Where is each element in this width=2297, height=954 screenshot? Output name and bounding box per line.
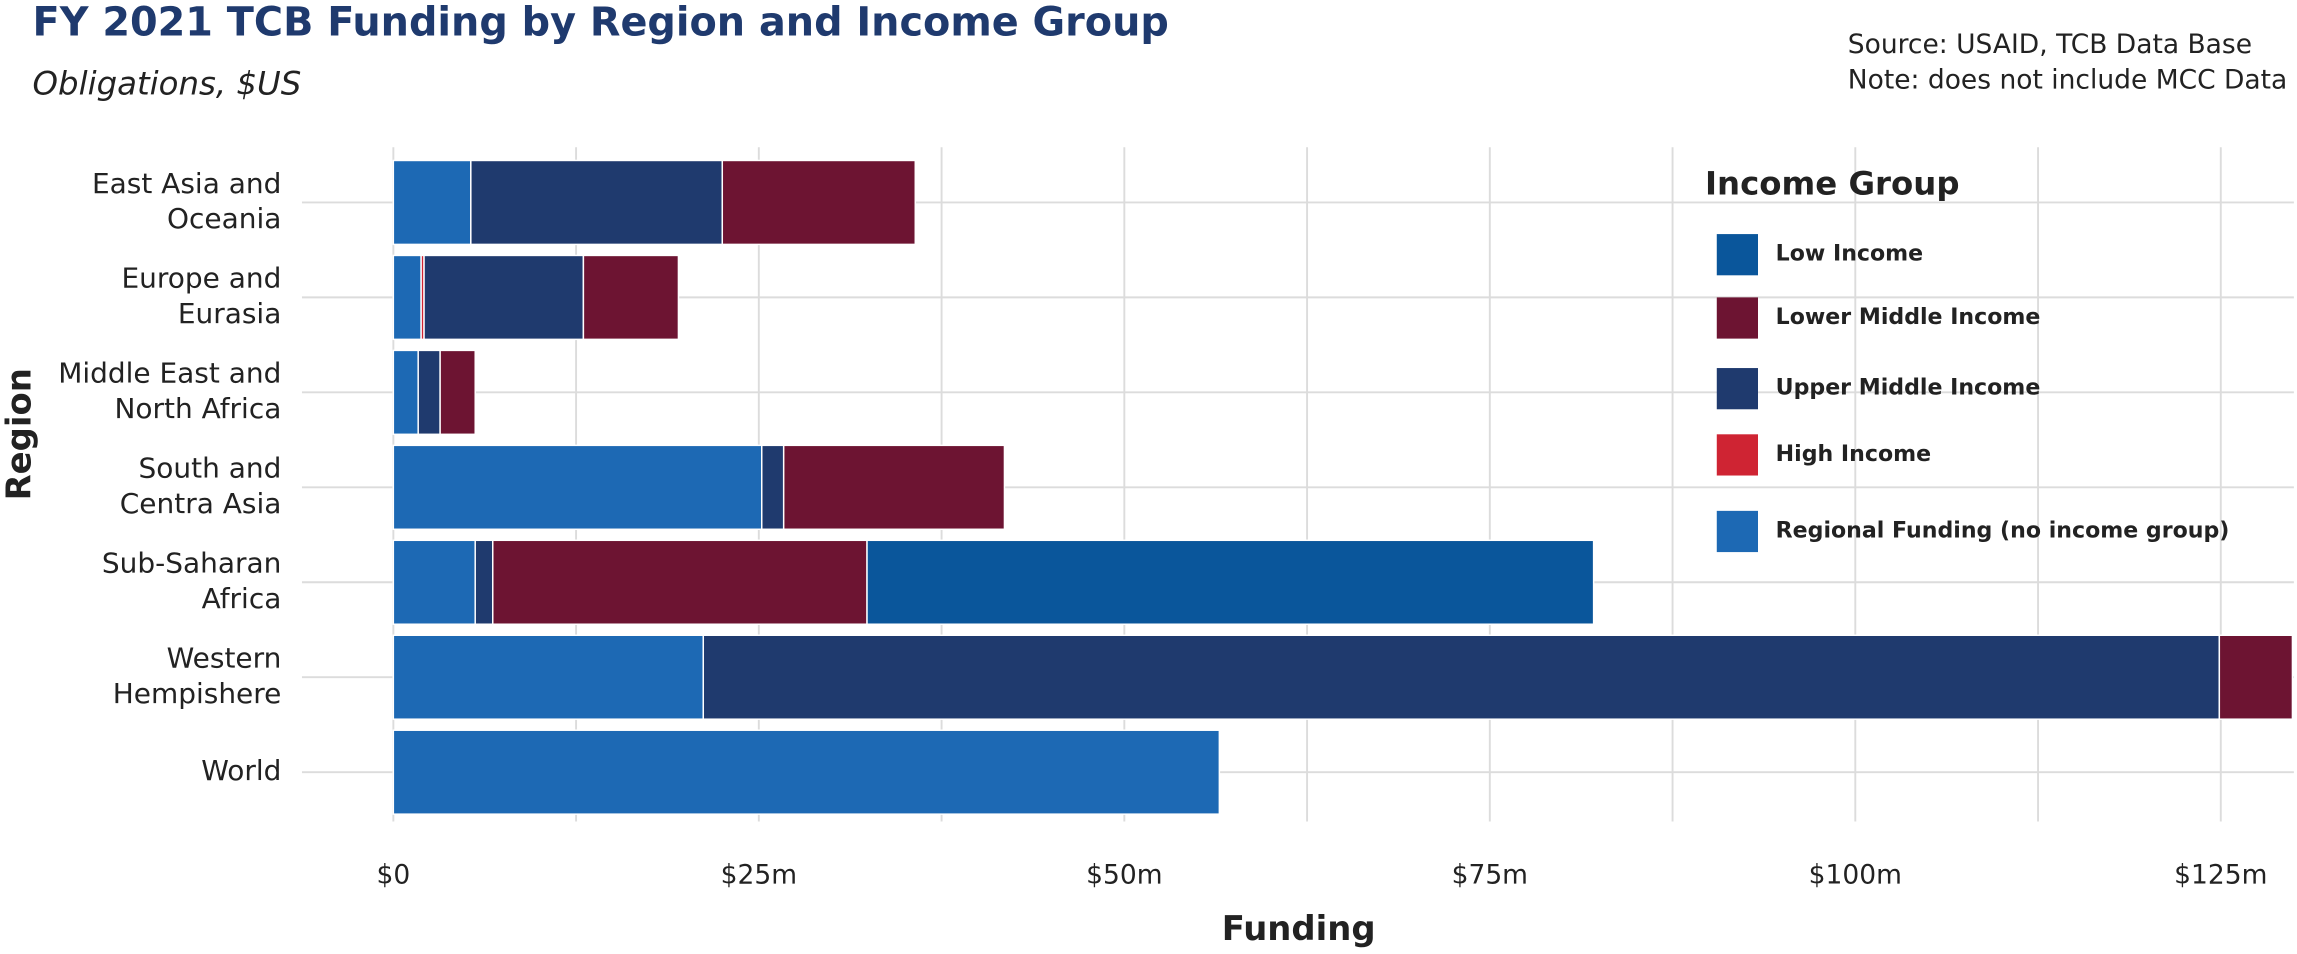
legend-label: Regional Funding (no income group) bbox=[1776, 518, 2230, 543]
bar-segment bbox=[582, 254, 680, 341]
bar-segment bbox=[392, 634, 705, 720]
legend-title: Income Group bbox=[1705, 165, 1960, 203]
legend-swatch bbox=[1716, 234, 1758, 276]
bar-segment bbox=[392, 444, 763, 530]
y-axis-label: Region bbox=[0, 368, 38, 500]
bar-segment bbox=[392, 159, 472, 246]
bar-segment bbox=[470, 159, 724, 246]
x-tick-label: $25m bbox=[721, 859, 797, 890]
bar-segment bbox=[721, 159, 916, 246]
bar-segment bbox=[423, 254, 585, 341]
bar-segment bbox=[866, 539, 1595, 625]
y-tick-label: East Asia and bbox=[92, 167, 281, 200]
bar-segment bbox=[392, 349, 419, 436]
y-tick-label: World bbox=[201, 754, 281, 787]
y-tick-label: Oceania bbox=[167, 202, 281, 235]
chart-subtitle: Obligations, $US bbox=[33, 64, 302, 102]
bar-segment bbox=[474, 539, 494, 625]
bar-segment bbox=[2218, 634, 2294, 720]
y-tick-label: Hempishere bbox=[113, 677, 282, 710]
x-axis-label: Funding bbox=[1222, 909, 1376, 948]
legend-swatch bbox=[1716, 297, 1758, 339]
legend-label: Upper Middle Income bbox=[1776, 376, 2041, 401]
legend-swatch bbox=[1716, 368, 1758, 410]
legend-label: Lower Middle Income bbox=[1776, 305, 2041, 330]
bar-segment bbox=[439, 349, 476, 436]
y-tick-label: Eurasia bbox=[178, 297, 282, 330]
y-tick-label: Europe and bbox=[121, 262, 281, 295]
chart-title: FY 2021 TCB Funding by Region and Income… bbox=[33, 0, 1169, 46]
y-tick-label: Middle East and bbox=[58, 357, 281, 390]
bar-segment bbox=[392, 539, 476, 625]
x-tick-label: $125m bbox=[2174, 859, 2267, 890]
source: Source: USAID, TCB Data Base bbox=[1848, 29, 2252, 60]
bar-segment bbox=[702, 634, 2221, 720]
legend-swatch bbox=[1716, 510, 1758, 553]
note: Note: does not include MCC Data bbox=[1848, 64, 2287, 95]
y-tick-label: South and bbox=[139, 452, 282, 485]
x-tick-label: $100m bbox=[1809, 859, 1902, 890]
bar-segment bbox=[417, 349, 441, 436]
legend-swatch bbox=[1716, 434, 1758, 476]
y-tick-label: Western bbox=[167, 642, 282, 675]
x-tick-label: $75m bbox=[1452, 859, 1528, 890]
legend-label: Low Income bbox=[1776, 242, 1924, 267]
y-tick-label: North Africa bbox=[114, 392, 281, 425]
bar-segment bbox=[492, 539, 868, 625]
y-tick-label: Sub-Saharan bbox=[102, 547, 281, 580]
y-tick-label: Centra Asia bbox=[120, 487, 282, 520]
legend-label: High Income bbox=[1776, 442, 1931, 467]
x-tick-label: $50m bbox=[1086, 859, 1162, 890]
bar-segment bbox=[761, 444, 785, 530]
y-tick-label: Africa bbox=[202, 582, 282, 615]
bar-segment bbox=[782, 444, 1006, 530]
bar-segment bbox=[392, 729, 1221, 815]
bar-segment bbox=[392, 254, 422, 341]
x-tick-label: $0 bbox=[376, 859, 410, 890]
